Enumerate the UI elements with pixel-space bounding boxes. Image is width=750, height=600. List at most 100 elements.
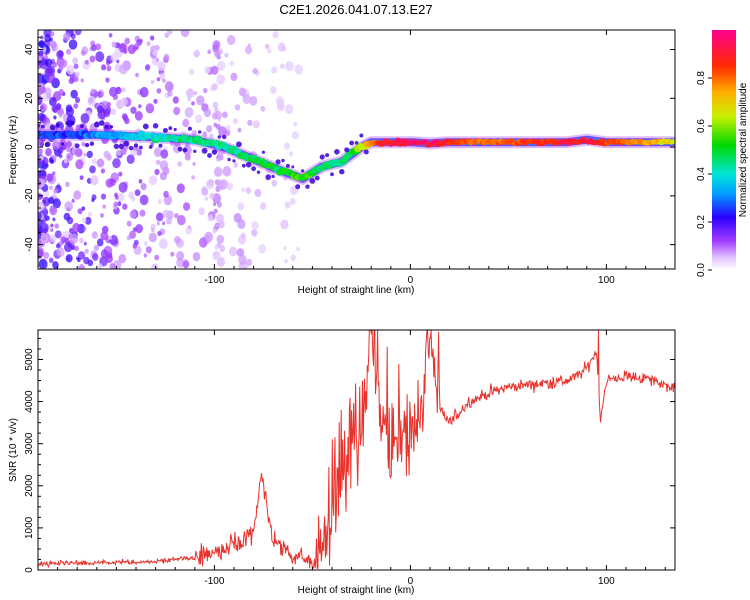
colorbar-label: Normalized spectral amplitude	[738, 82, 749, 217]
spectrogram-noise-blob	[38, 258, 48, 269]
spectrogram-noise-blob	[126, 154, 135, 164]
spectrogram-ridge-edge	[152, 123, 159, 129]
spectrogram-noise-blob	[260, 105, 266, 112]
spectrogram-ridge-edge	[139, 145, 143, 150]
spectrogram-noise-blob	[72, 222, 81, 233]
spectrogram-noise-blob	[139, 194, 149, 206]
spectrogram-noise-blob	[115, 149, 122, 156]
spectrogram-ridge-edge	[49, 124, 56, 131]
spectrogram-noise-blob	[212, 83, 218, 91]
spectrogram-noise-blob	[195, 114, 203, 124]
spectrogram-noise-blob	[109, 263, 116, 269]
spectrogram-noise-blob	[216, 234, 225, 244]
spectrogram-noise-blob	[271, 179, 278, 187]
colorbar-tick-label: 0.6	[696, 119, 707, 133]
spectrogram-noise-blob	[87, 95, 96, 107]
spectrogram-noise-blob	[163, 53, 170, 61]
spectrogram-noise-blob	[128, 191, 135, 199]
spectrogram-noise-blob	[38, 159, 42, 164]
spectrogram-noise-blob	[156, 221, 160, 226]
spectrogram-ridge-edge	[271, 174, 275, 179]
spectrogram-noise-blob	[224, 52, 229, 58]
spectrogram-ridge-edge	[60, 142, 65, 146]
spectrogram-noise-blob	[74, 245, 79, 252]
spectrogram-noise-blob	[219, 154, 224, 161]
colorbar-tick-label: 0.8	[696, 71, 707, 85]
spectrogram-noise-blob	[77, 251, 86, 260]
spectrogram-noise-blob	[97, 263, 103, 269]
spectrogram-noise-blob	[230, 72, 238, 82]
spectrogram-noise-blob	[42, 236, 47, 241]
snr-x-tick-label: 0	[408, 576, 414, 587]
spectrogram-noise-blob	[105, 178, 114, 188]
spectrogram-noise-blob	[52, 171, 56, 176]
spectrogram-noise-blob	[81, 141, 86, 147]
spectrogram-noise-blob	[159, 72, 166, 80]
spectrogram-noise-blob	[60, 59, 68, 68]
figure-title: C2E1.2026.041.07.13.E27	[279, 2, 432, 17]
spectrogram-noise-blob	[66, 140, 72, 148]
spectrogram-noise-blob	[57, 108, 64, 117]
spectrogram-noise-blob	[42, 196, 51, 207]
spectrogram-noise-blob	[196, 95, 205, 106]
spectrogram-noise-blob	[66, 146, 71, 153]
spectrogram-noise-blob	[83, 152, 87, 157]
spectrogram-noise-blob	[238, 87, 246, 97]
spectrogram-noise-blob	[145, 64, 151, 71]
spectrogram-noise-blob	[191, 175, 196, 180]
spectrogram-frame	[37, 29, 676, 270]
spectrogram-ridge-edge	[359, 133, 364, 138]
spectrogram-ridge-edge	[305, 184, 310, 189]
spectrogram-noise-blob	[247, 119, 253, 126]
spectrogram-noise-blob	[38, 148, 43, 155]
spectrogram-noise-blob	[166, 217, 172, 225]
spectrogram-ridge-edge	[309, 178, 316, 184]
spectrogram-ridge-edge	[291, 165, 295, 169]
spectrogram-noise-blob	[177, 215, 186, 226]
spectrogram-noise-blob	[226, 35, 236, 45]
spectrogram-noise-blob	[225, 125, 231, 131]
spectrogram-noise-blob	[65, 181, 70, 188]
spectrogram-noise-blob	[228, 246, 238, 257]
spectrogram-noise-blob	[283, 246, 287, 251]
spectrogram-ridge-edge	[197, 130, 202, 134]
spectrogram-noise-blob	[180, 30, 190, 38]
spectrogram-ridge-edge	[84, 142, 90, 148]
spectrogram-noise-blob	[45, 58, 53, 67]
spectrogram-noise-blob	[148, 232, 157, 243]
snr-x-axis-label: Height of straight line (km)	[298, 585, 415, 596]
spectrogram-noise-blob	[61, 236, 66, 242]
spectrogram-noise-blob	[45, 148, 52, 157]
spectrogram-noise-blob	[113, 201, 119, 207]
spectrogram-noise-blob	[66, 48, 71, 55]
spectrogram-noise-blob	[213, 122, 218, 128]
spectrogram-noise-blob	[93, 244, 100, 251]
spectrogram-noise-blob	[100, 249, 109, 258]
colorbar-gradient	[712, 30, 736, 270]
spectrogram-noise-blob	[216, 158, 220, 163]
spectrogram-noise-blob	[79, 175, 84, 181]
spectrogram-ridge-edge	[330, 172, 334, 177]
spectrogram-noise-blob	[73, 190, 82, 200]
spectrogram-noise-blob	[238, 254, 247, 265]
spectrogram-noise-blob	[84, 216, 92, 225]
spectrogram-noise-blob	[201, 186, 207, 193]
spectrogram-noise-blob	[52, 97, 57, 102]
spectrogram-noise-blob	[80, 50, 86, 56]
spectrogram-noise-blob	[52, 217, 56, 222]
spectrogram-noise-blob	[204, 231, 214, 243]
spectrogram-noise-blob	[139, 86, 149, 98]
spectrogram-x-tick-label: 100	[598, 275, 615, 286]
spectrogram-noise-blob	[101, 64, 107, 71]
spectrogram-noise-blob	[245, 187, 252, 194]
spectrogram-noise-blob	[55, 104, 61, 111]
spectrogram-noise-blob	[145, 246, 152, 254]
spectrogram-y-tick-label: 20	[24, 92, 35, 104]
spectrogram-noise-blob	[212, 101, 219, 109]
colorbar-ticks: 0.0 0.2 0.4 0.6 0.8	[696, 71, 712, 277]
spectrogram-noise-blob	[183, 145, 192, 156]
spectrogram-noise-blob	[58, 88, 64, 96]
spectrogram-y-tick-label: -40	[24, 237, 35, 252]
spectrogram-noise-blob	[131, 197, 136, 202]
spectrogram-noise-blob	[167, 30, 173, 35]
